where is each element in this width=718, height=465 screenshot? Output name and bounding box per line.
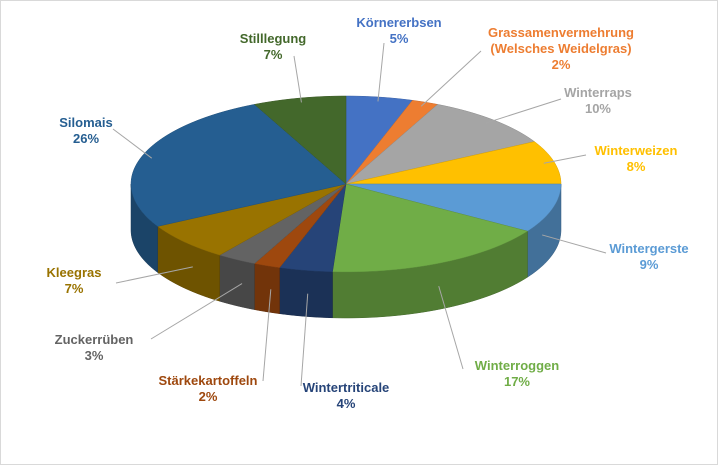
category-label: Wintertriticale xyxy=(302,380,390,395)
value-label: 3% xyxy=(84,348,104,363)
category-label: Winterroggen xyxy=(474,358,560,373)
leader-line xyxy=(543,154,587,164)
category-label: Wintergerste xyxy=(609,241,689,256)
slice xyxy=(130,104,347,227)
slice xyxy=(253,183,347,268)
value-label: 2% xyxy=(198,389,218,404)
leader-line xyxy=(115,266,193,284)
category-label: Stilllegung xyxy=(239,31,307,46)
data-label: Silomais 26% xyxy=(59,115,112,147)
data-label: Winterroggen 17% xyxy=(475,358,559,390)
value-label: 17% xyxy=(503,374,531,389)
value-label: 9% xyxy=(639,257,659,272)
data-label: Kleegras 7% xyxy=(47,265,102,297)
value-label: 5% xyxy=(389,31,409,46)
leader-line xyxy=(150,283,243,340)
leader-line xyxy=(262,289,272,382)
value-label: 4% xyxy=(336,396,356,411)
leader-line xyxy=(377,42,385,102)
data-label: Stilllegung 7% xyxy=(240,31,306,63)
slice xyxy=(218,183,347,264)
value-label: 10% xyxy=(584,101,612,116)
slice xyxy=(279,183,347,273)
slice xyxy=(156,183,347,256)
category-label: Zuckerrüben xyxy=(54,332,134,347)
category-label: Körnererbsen xyxy=(356,15,442,30)
value-label: 7% xyxy=(64,281,84,296)
data-label: Wintertriticale 4% xyxy=(303,380,390,412)
data-label: Winterweizen 8% xyxy=(595,143,678,175)
value-label: 26% xyxy=(72,131,100,146)
slice-side xyxy=(254,263,280,314)
category-label: Winterweizen xyxy=(594,143,678,158)
category-label: Silomais xyxy=(59,115,113,130)
value-label: 7% xyxy=(263,47,283,62)
data-label: Winterraps 10% xyxy=(564,85,632,117)
slice xyxy=(345,183,562,232)
leader-line xyxy=(112,128,153,159)
data-label: Wintergerste 9% xyxy=(609,241,688,273)
slice-side xyxy=(219,254,255,310)
value-label: 8% xyxy=(626,159,646,174)
data-label: Stärkekartoffeln 2% xyxy=(159,373,258,405)
slice xyxy=(332,183,529,273)
leader-line xyxy=(293,55,302,103)
data-label: Grassamenvermehrung (Welsches Weidelgras… xyxy=(476,25,646,73)
leader-line xyxy=(542,234,607,254)
data-label: Körnererbsen 5% xyxy=(356,15,441,47)
category-label: Grassamenvermehrung (Welsches Weidelgras… xyxy=(488,25,634,56)
leader-line xyxy=(438,285,464,370)
leader-line xyxy=(300,293,309,387)
data-label: Zuckerrüben 3% xyxy=(55,332,134,364)
slice xyxy=(345,141,562,185)
slice xyxy=(253,95,347,185)
leader-line xyxy=(485,98,562,124)
slice-tops xyxy=(130,95,562,273)
slice xyxy=(345,104,536,185)
category-label: Kleegras xyxy=(46,265,102,280)
slice-sides xyxy=(130,183,562,319)
category-label: Winterraps xyxy=(564,85,632,100)
value-label: 2% xyxy=(551,57,571,72)
category-label: Stärkekartoffeln xyxy=(158,373,258,388)
leader-line xyxy=(420,50,482,107)
slice xyxy=(345,95,413,185)
